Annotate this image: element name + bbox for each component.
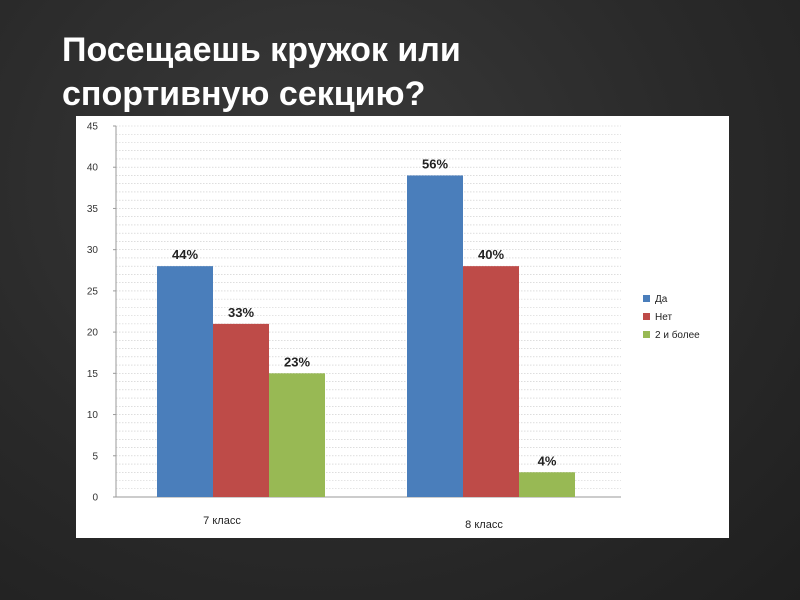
legend-label: 2 и более	[655, 329, 700, 341]
y-tick-label: 5	[92, 451, 98, 462]
y-tick-label: 15	[87, 369, 99, 380]
y-tick-label: 35	[87, 204, 99, 215]
y-tick-label: 10	[87, 410, 99, 421]
bar	[269, 373, 325, 497]
y-tick-label: 25	[87, 286, 99, 297]
legend-swatch	[643, 331, 650, 338]
slide-title: Посещаешь кружок или спортивную секцию?	[62, 28, 662, 116]
data-label: 4%	[538, 453, 557, 468]
y-tick-label: 45	[87, 122, 99, 133]
legend-label: Нет	[655, 312, 672, 323]
slide-title-line-1: Посещаешь кружок или	[62, 31, 461, 69]
bar	[213, 323, 269, 497]
bar	[463, 266, 519, 497]
legend-swatch	[643, 313, 650, 320]
chart-panel: 0 5 10 15 20 25 30 35 40 45 44% 56% 33% 40% 23% 4% 7 к…	[76, 116, 729, 538]
data-label: 56%	[422, 156, 448, 171]
chart-data-labels: 44% 56% 33% 40% 23% 4%	[172, 156, 557, 468]
chart-legend: Да Нет 2 и более	[643, 294, 700, 341]
y-tick-label: 20	[87, 328, 99, 339]
y-tick-label: 40	[87, 163, 99, 174]
chart-category-labels: 7 класс 8 класс	[203, 515, 503, 531]
category-label: 7 класс	[203, 515, 241, 527]
chart-bars	[157, 175, 575, 497]
bar	[157, 266, 213, 497]
bar	[519, 472, 575, 497]
data-label: 33%	[228, 305, 254, 320]
data-label: 44%	[172, 247, 198, 262]
legend-label: Да	[655, 294, 668, 305]
legend-swatch	[643, 295, 650, 302]
bar-chart: 0 5 10 15 20 25 30 35 40 45 44% 56% 33% 40% 23% 4% 7 к…	[87, 122, 700, 532]
bar	[407, 175, 463, 497]
data-label: 23%	[284, 354, 310, 369]
category-label: 8 класс	[465, 519, 503, 531]
y-tick-label: 30	[87, 245, 99, 256]
y-tick-label: 0	[92, 493, 98, 504]
data-label: 40%	[478, 247, 504, 262]
slide-title-line-2: спортивную секцию?	[62, 75, 426, 113]
